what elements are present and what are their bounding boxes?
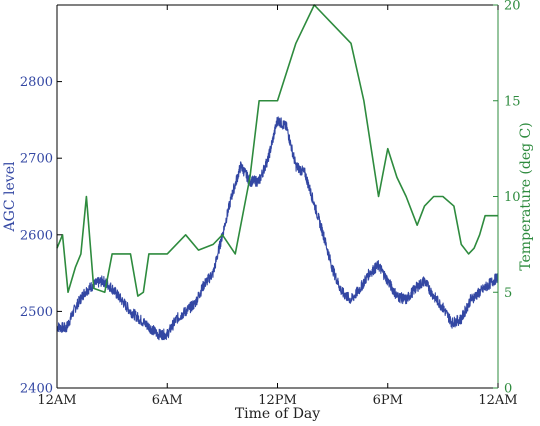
left-y-tick-label: 2700 bbox=[20, 152, 53, 167]
right-y-tick-label: 10 bbox=[504, 190, 521, 205]
right-y-axis-label: Temperature (deg C) bbox=[518, 122, 534, 270]
x-tick-label: 6PM bbox=[373, 393, 403, 408]
right-y-tick-label: 5 bbox=[504, 286, 512, 301]
left-y-tick-label: 2400 bbox=[20, 382, 53, 397]
labels-layer: Time of Day AGC level Temperature (deg C) bbox=[2, 122, 534, 422]
left-y-tick-label: 2800 bbox=[20, 75, 53, 90]
left-y-axis-label: AGC level bbox=[2, 161, 18, 232]
left-y-tick-label: 2500 bbox=[20, 305, 53, 320]
right-y-tick-label: 15 bbox=[504, 94, 521, 109]
x-tick-label: 6AM bbox=[152, 393, 183, 408]
x-tick-label: 12AM bbox=[37, 393, 76, 408]
series-layer bbox=[56, 4, 499, 341]
right-y-tick-label: 0 bbox=[504, 382, 512, 397]
x-axis-label: Time of Day bbox=[235, 406, 320, 422]
ticks-layer: 12AM 6AM 12PM 6PM 12AM2400250026002700280005… bbox=[20, 0, 521, 408]
agc-level-series-line bbox=[56, 116, 499, 341]
x-tick-label: 12PM bbox=[258, 393, 297, 408]
plot-frame bbox=[56, 4, 499, 389]
left-y-tick-label: 2600 bbox=[20, 228, 53, 243]
x-tick-label: 12AM bbox=[478, 393, 517, 408]
temperature-series-line bbox=[56, 4, 498, 297]
right-y-tick-label: 20 bbox=[504, 0, 521, 14]
